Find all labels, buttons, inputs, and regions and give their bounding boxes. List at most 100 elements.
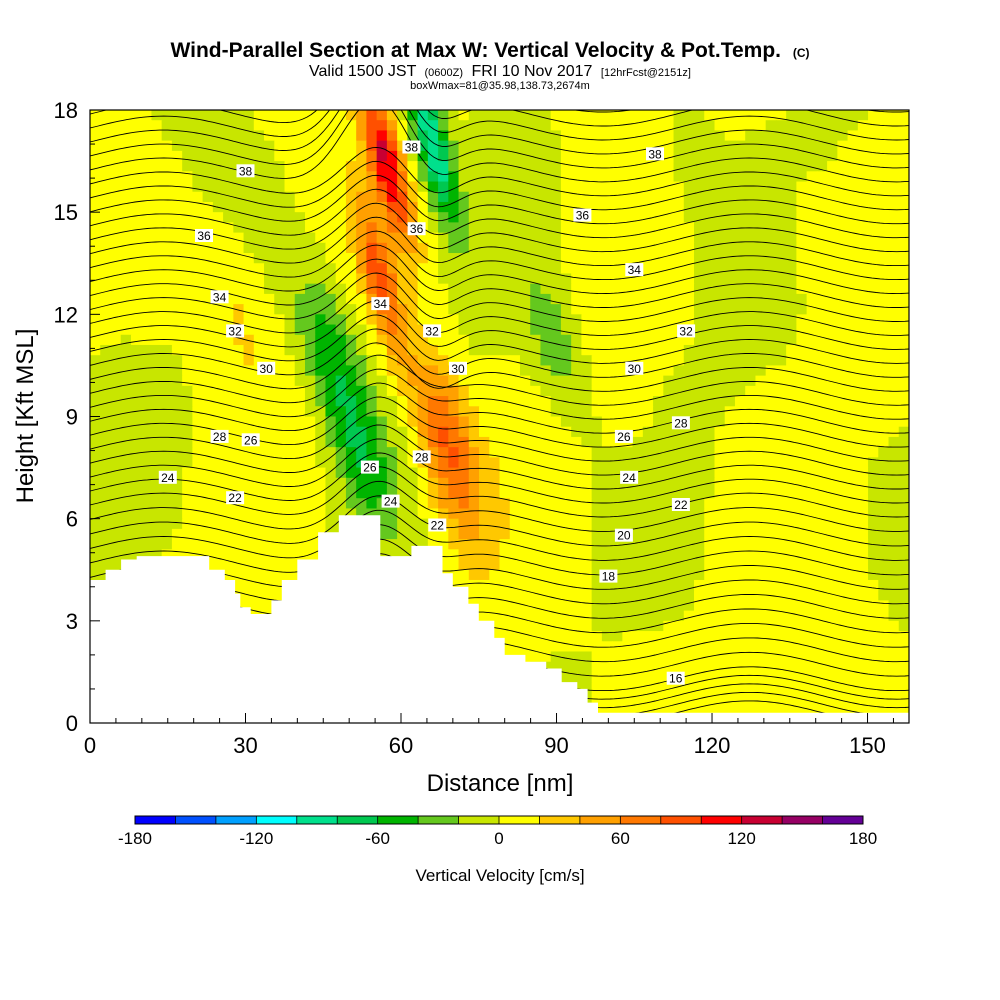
velocity-cell xyxy=(90,396,101,407)
velocity-cell xyxy=(878,344,890,356)
velocity-cell xyxy=(683,375,695,387)
velocity-cell xyxy=(673,222,685,234)
velocity-cell xyxy=(274,569,286,581)
velocity-cell xyxy=(141,130,153,142)
velocity-cell xyxy=(775,651,787,663)
velocity-cell xyxy=(171,253,183,264)
velocity-cell xyxy=(438,273,449,285)
velocity-cell xyxy=(694,702,705,714)
velocity-cell xyxy=(560,610,572,622)
velocity-cell xyxy=(673,120,685,132)
velocity-cell xyxy=(100,212,112,223)
velocity-cell xyxy=(212,130,224,142)
velocity-cell xyxy=(622,508,634,520)
contour-label-text: 22 xyxy=(431,519,445,533)
velocity-cell xyxy=(274,273,286,285)
velocity-cell xyxy=(724,549,736,561)
velocity-cell xyxy=(530,498,542,510)
velocity-cell xyxy=(827,242,838,254)
velocity-cell xyxy=(530,559,542,571)
velocity-cell xyxy=(734,447,746,458)
velocity-cell xyxy=(786,150,797,162)
velocity-cell xyxy=(540,201,552,213)
velocity-cell xyxy=(264,212,275,223)
velocity-cell xyxy=(734,671,746,683)
velocity-cell xyxy=(632,212,644,223)
velocity-cell xyxy=(438,314,449,326)
velocity-cell xyxy=(694,559,705,571)
velocity-cell xyxy=(264,324,275,336)
velocity-cell xyxy=(683,201,695,213)
velocity-cell xyxy=(653,447,664,458)
velocity-cell xyxy=(499,212,511,223)
velocity-cell xyxy=(683,590,695,601)
velocity-cell xyxy=(141,549,153,561)
velocity-cell xyxy=(663,600,675,612)
velocity-cell xyxy=(120,334,132,346)
velocity-cell xyxy=(601,253,613,264)
velocity-cell xyxy=(683,355,695,367)
velocity-cell xyxy=(489,590,501,601)
velocity-cell xyxy=(734,682,746,693)
velocity-cell xyxy=(601,201,613,213)
velocity-cell xyxy=(233,539,245,550)
velocity-cell xyxy=(683,140,695,152)
velocity-cell xyxy=(560,304,572,315)
velocity-cell xyxy=(356,181,368,193)
velocity-cell xyxy=(704,631,716,642)
velocity-cell xyxy=(622,549,634,561)
velocity-cell xyxy=(806,334,818,346)
velocity-cell xyxy=(550,610,562,622)
velocity-cell xyxy=(857,590,869,601)
velocity-cell xyxy=(571,477,582,489)
velocity-cell xyxy=(734,416,746,428)
velocity-cell xyxy=(192,293,204,305)
velocity-cell xyxy=(110,222,122,234)
velocity-cell xyxy=(110,140,122,152)
velocity-cell xyxy=(192,488,204,499)
velocity-cell xyxy=(745,283,757,295)
velocity-cell xyxy=(519,426,531,438)
velocity-cell xyxy=(417,355,429,367)
velocity-cell xyxy=(755,181,767,193)
velocity-cell xyxy=(530,396,542,407)
velocity-cell xyxy=(704,447,716,458)
velocity-cell xyxy=(468,426,480,438)
velocity-cell xyxy=(898,508,909,520)
velocity-cell xyxy=(90,314,101,326)
velocity-cell xyxy=(192,110,204,121)
velocity-cell xyxy=(325,457,337,469)
velocity-cell xyxy=(120,508,132,520)
velocity-cell xyxy=(427,447,439,458)
velocity-cell xyxy=(325,171,337,183)
velocity-cell xyxy=(898,110,909,121)
velocity-cell xyxy=(755,477,767,489)
velocity-cell xyxy=(182,263,193,275)
velocity-cell xyxy=(264,426,275,438)
velocity-cell xyxy=(837,651,849,663)
velocity-cell xyxy=(642,682,654,693)
velocity-cell xyxy=(775,293,787,305)
velocity-cell xyxy=(335,263,347,275)
velocity-cell xyxy=(622,631,634,642)
velocity-cell xyxy=(581,631,593,642)
velocity-cell xyxy=(509,324,521,336)
velocity-cell xyxy=(571,222,582,234)
velocity-cell xyxy=(806,631,818,642)
velocity-cell xyxy=(591,222,603,234)
velocity-cell xyxy=(345,222,357,234)
velocity-cell xyxy=(315,181,327,193)
velocity-cell xyxy=(141,232,153,244)
velocity-cell xyxy=(888,324,900,336)
velocity-cell xyxy=(591,610,603,622)
velocity-cell xyxy=(110,375,122,387)
velocity-cell xyxy=(673,201,685,213)
subtitle-date: FRI 10 Nov 2017 xyxy=(472,63,593,80)
velocity-cell xyxy=(458,314,470,326)
velocity-cell xyxy=(837,396,849,407)
velocity-cell xyxy=(878,467,890,479)
velocity-cell xyxy=(734,467,746,479)
velocity-cell xyxy=(786,528,797,540)
velocity-cell xyxy=(325,120,337,132)
velocity-cell xyxy=(376,263,388,275)
